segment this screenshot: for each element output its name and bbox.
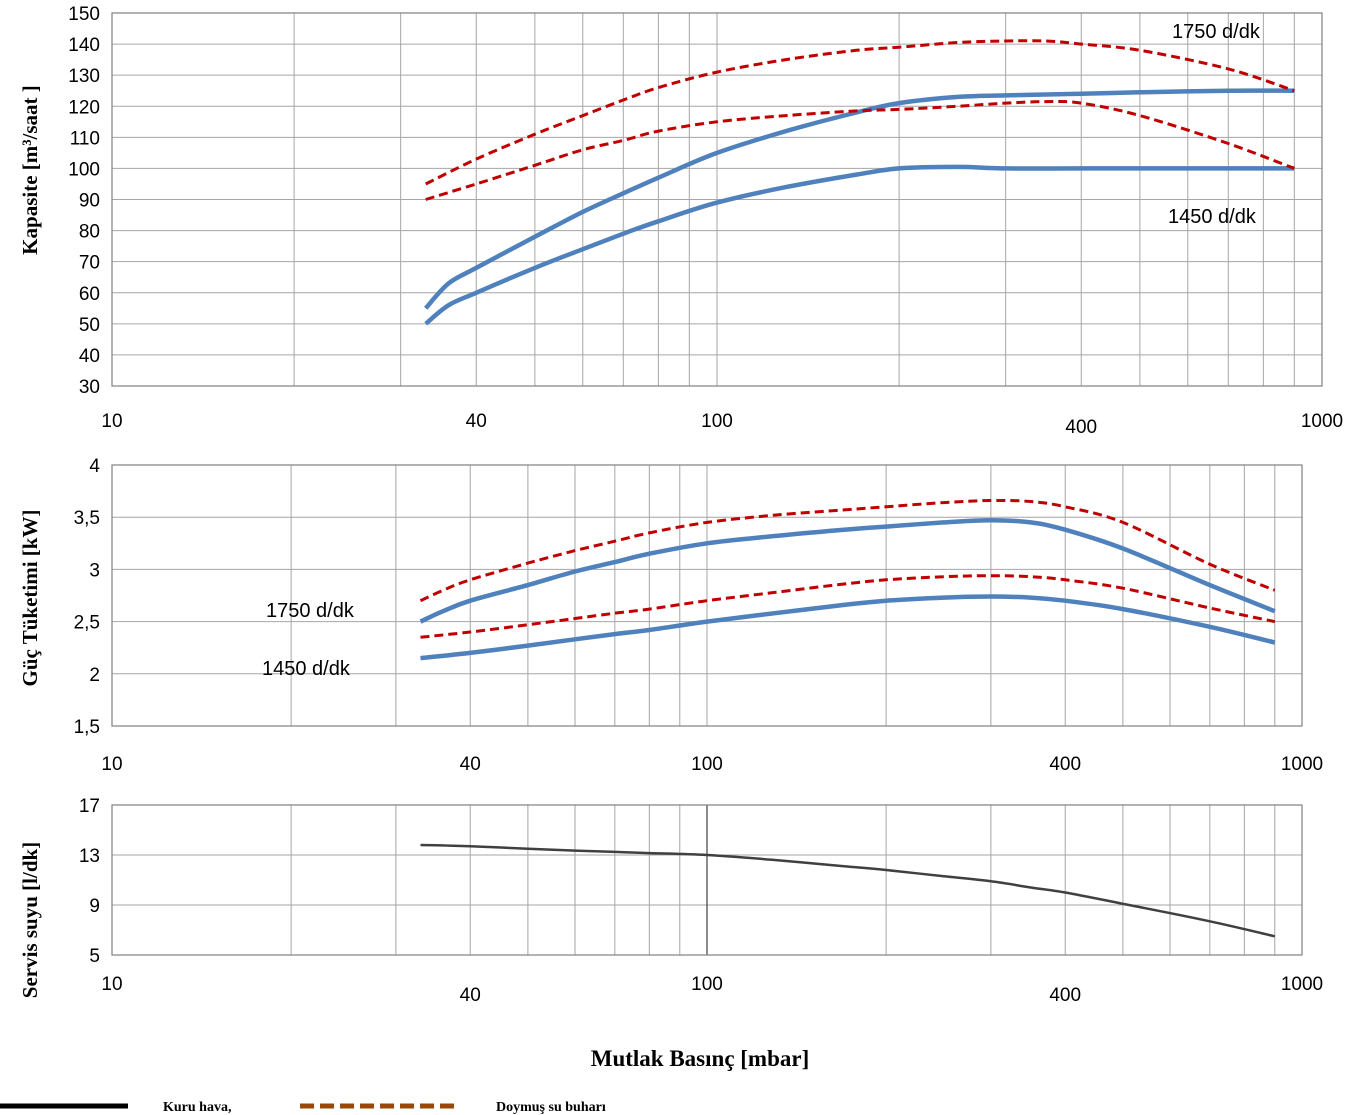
y-tick-label: 4 — [89, 456, 100, 477]
series-line-vapor-3 — [419, 498, 1276, 603]
y-tick-label: 130 — [68, 66, 100, 87]
y-tick-label: 17 — [79, 796, 100, 817]
y-tick-label: 3,5 — [74, 508, 100, 529]
series-line-dry-1 — [424, 88, 1295, 310]
y-tick-label: 90 — [79, 191, 100, 212]
x-tick-label: 100 — [701, 411, 733, 432]
x-tick-label: 40 — [460, 754, 481, 775]
series-line-dry-2 — [420, 594, 1276, 661]
y-axis-label: Kapasite [m³/saat ] — [18, 85, 42, 255]
x-tick-label: 400 — [1049, 985, 1081, 1006]
y-tick-label: 60 — [79, 284, 100, 305]
series-line-service-1 — [420, 843, 1276, 938]
y-tick-label: 100 — [68, 159, 100, 180]
x-tick-label: 400 — [1049, 754, 1081, 775]
x-tick-label: 400 — [1065, 417, 1097, 438]
y-tick-label: 1,5 — [74, 717, 100, 738]
plot-frame — [111, 12, 1323, 387]
x-tick-label: 100 — [691, 754, 723, 775]
y-axis-label: Güç Tüketimi [kW] — [18, 510, 42, 687]
y-tick-label: 70 — [79, 253, 100, 274]
x-tick-label: 10 — [101, 411, 122, 432]
series-line-vapor-4 — [425, 99, 1295, 201]
speed-annotation: 1750 d/dk — [266, 600, 355, 622]
x-tick-label: 1000 — [1281, 974, 1323, 995]
y-tick-label: 3 — [89, 560, 100, 581]
legend: Kuru hava, Doymuş su buharı — [0, 1100, 606, 1115]
chart-panel-1: 30 40 50 60 70 80 90 100 110 120 130 140 150 10 40 100 4… — [18, 4, 1343, 438]
series-line-dry-2 — [424, 164, 1295, 326]
x-tick-label: 100 — [691, 974, 723, 995]
y-tick-label: 2 — [89, 665, 100, 686]
chart-panel-2: 1,5 2 2,5 3 3,5 4 10 40 100 400 1000 1750 d/dk 1450 … — [18, 456, 1323, 775]
y-tick-label: 140 — [68, 35, 100, 56]
y-tick-label: 9 — [89, 896, 100, 917]
x-axis-label: Mutlak Basınç [mbar] — [591, 1046, 810, 1071]
y-tick-label: 5 — [89, 946, 100, 967]
x-tick-label: 1000 — [1301, 411, 1343, 432]
y-tick-label: 13 — [79, 846, 100, 867]
x-tick-label: 10 — [101, 754, 122, 775]
chart-panel-3: 5 9 13 17 10 40 100 400 1000 Servis suyu [l/dk] Mu… — [18, 796, 1323, 1071]
x-tick-label: 40 — [466, 411, 487, 432]
y-tick-label: 110 — [70, 128, 100, 149]
x-tick-label: 1000 — [1281, 754, 1323, 775]
y-tick-label: 30 — [79, 377, 100, 398]
plot-frame — [111, 464, 1303, 727]
legend-vapor-label: Doymuş su buharı — [496, 1100, 606, 1115]
y-tick-label: 120 — [68, 97, 100, 118]
y-tick-label: 2,5 — [74, 613, 100, 634]
speed-annotation: 1450 d/dk — [262, 658, 351, 680]
speed-annotation: 1450 d/dk — [1168, 206, 1257, 228]
x-tick-label: 40 — [460, 985, 481, 1006]
speed-annotation: 1750 d/dk — [1172, 21, 1261, 43]
plot-frame — [111, 804, 1303, 956]
legend-dry-label: Kuru hava, — [163, 1100, 231, 1115]
y-tick-label: 50 — [79, 315, 100, 336]
series-line-vapor-4 — [420, 574, 1276, 639]
y-tick-label: 40 — [79, 346, 100, 367]
y-tick-label: 150 — [68, 4, 100, 25]
y-tick-label: 80 — [79, 222, 100, 243]
series-line-vapor-3 — [425, 39, 1295, 186]
y-axis-label: Servis suyu [l/dk] — [18, 842, 42, 998]
series-line-dry-1 — [419, 518, 1276, 624]
x-tick-label: 10 — [101, 974, 122, 995]
